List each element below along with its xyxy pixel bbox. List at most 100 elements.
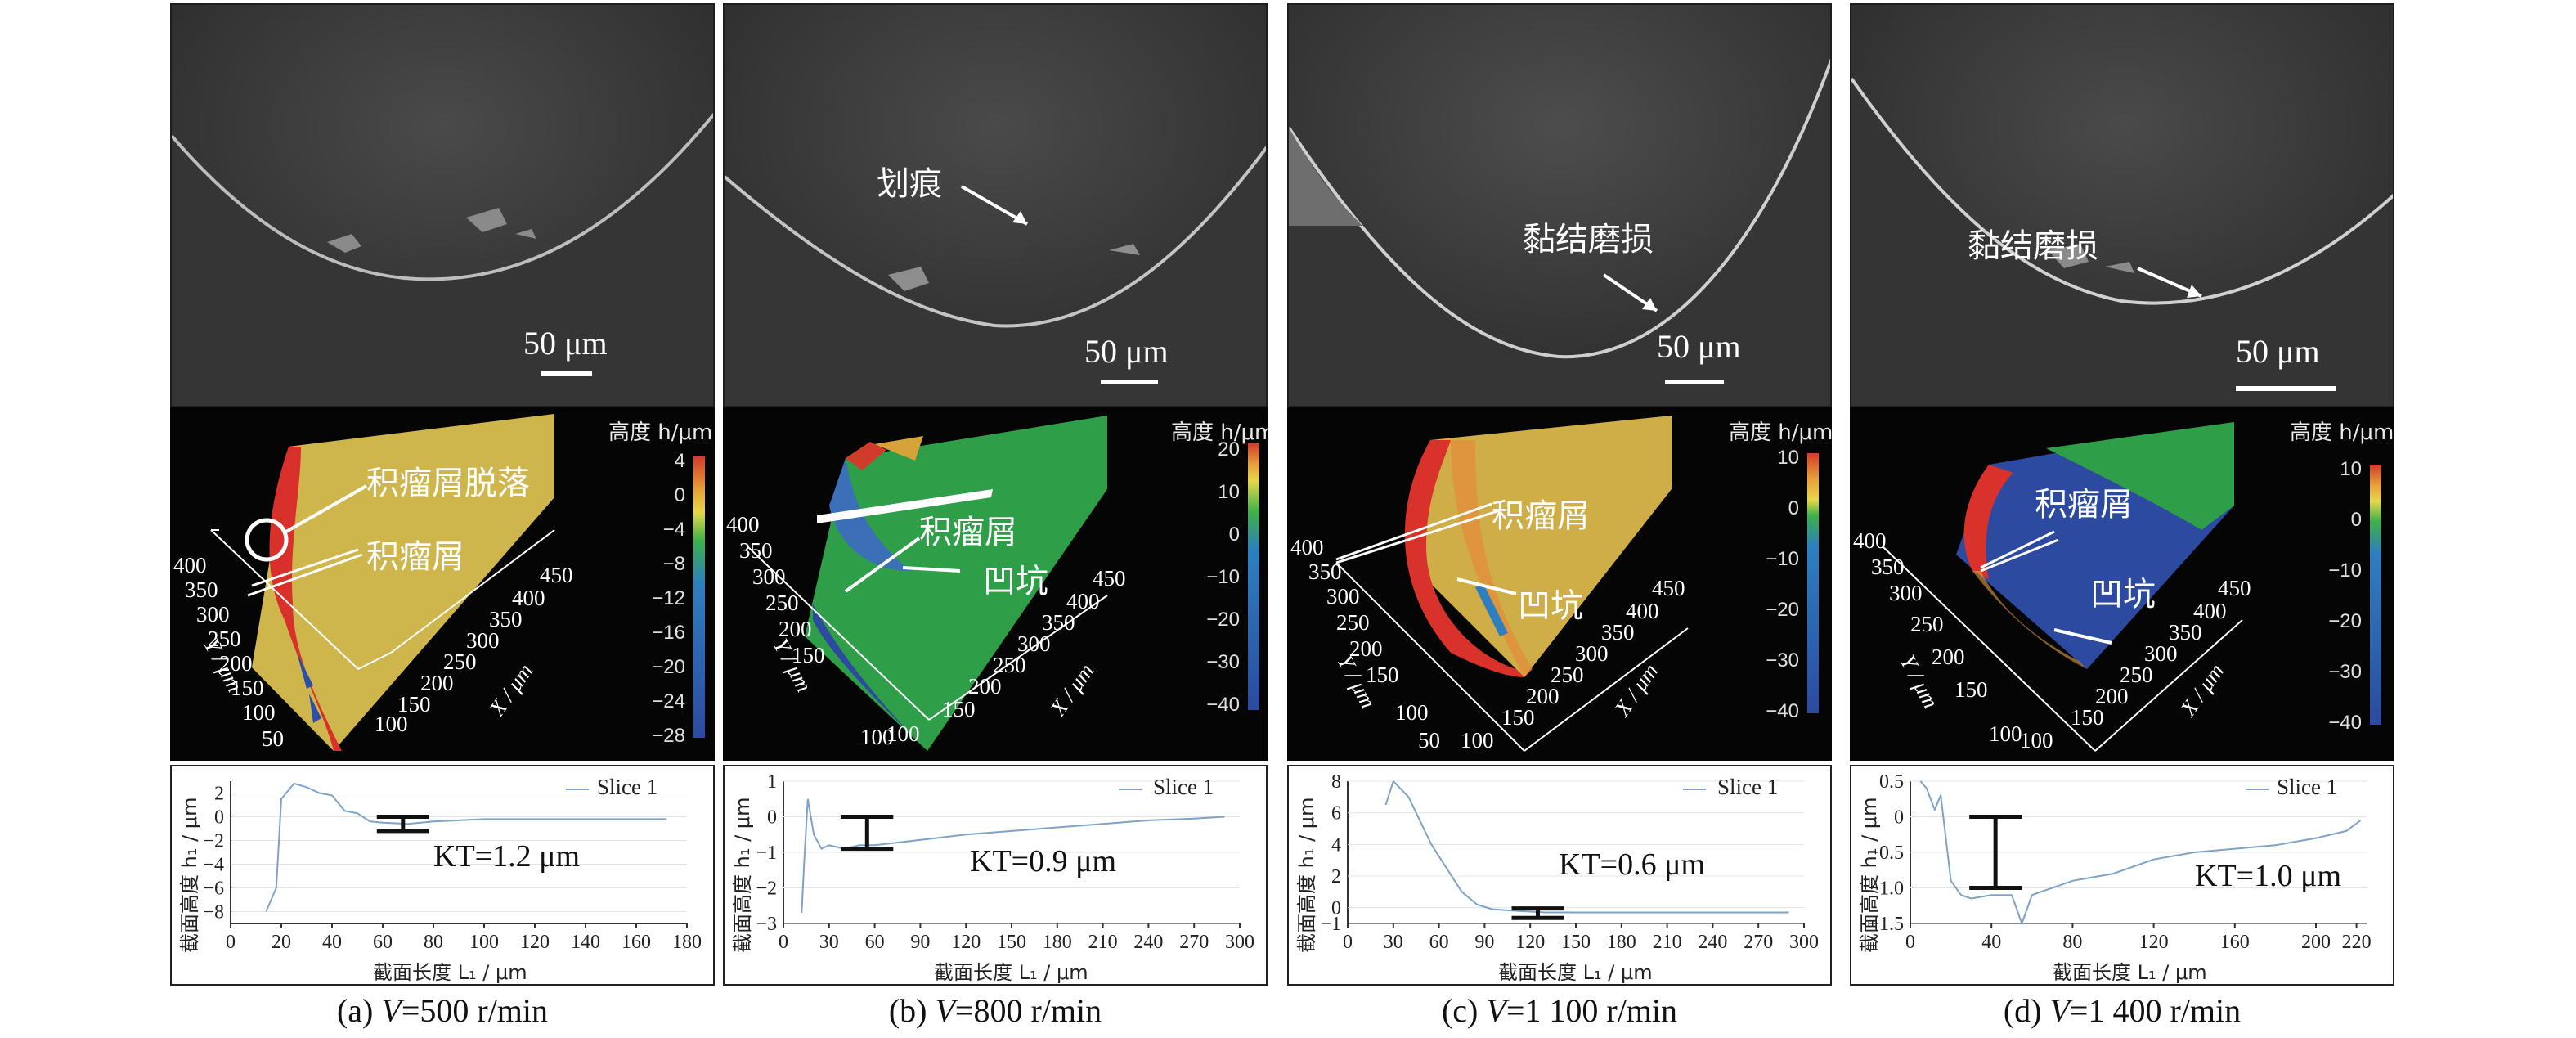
colorbar-tick: 0 xyxy=(1228,523,1240,546)
colorbar-tick: −20 xyxy=(2328,610,2362,632)
profile-chart-a: 2 0 −2 −4 −6 −8 0 20 40 60 80 100 120 140 160 180 截面高度 … xyxy=(170,765,715,986)
y-tick: 100 xyxy=(1395,700,1429,725)
panel-caption: (a) V=500 r/min xyxy=(336,992,549,1029)
panel-b: 划痕 50 μm 积瘤屑 凹坑 400 350 300 250 200 150 … xyxy=(723,0,1268,1038)
scale-bar xyxy=(2236,386,2336,391)
y-tick: 250 xyxy=(1336,610,1370,635)
x-tick: 100 xyxy=(1461,728,1494,753)
y-tick: 300 xyxy=(752,564,786,589)
x-tick-label: 220 xyxy=(2342,932,2372,953)
profile-chart-b: 1 0 −1 −2 −3 0 30 60 90 120 150 180 210 240 270 300 截面高… xyxy=(723,765,1268,986)
x-tick-label: 210 xyxy=(1653,932,1682,953)
x-tick-label: 80 xyxy=(424,932,443,953)
colorbar xyxy=(1807,453,1819,713)
legend-label: Slice 1 xyxy=(1153,775,1214,799)
x-tick-label: 150 xyxy=(997,932,1026,953)
x-tick: 100 xyxy=(375,712,408,736)
y-tick-label: 8 xyxy=(1331,771,1341,793)
x-tick-label: 180 xyxy=(1607,932,1636,953)
y-tick: 100 xyxy=(1989,721,2022,746)
y-tick-label: 2 xyxy=(214,784,224,805)
y-tick: 300 xyxy=(196,602,230,627)
colorbar-tick: −20 xyxy=(652,656,685,678)
y-tick: 200 xyxy=(1932,645,1965,669)
panel-caption: (b) V=800 r/min xyxy=(888,992,1102,1029)
x-tick: 400 xyxy=(1626,599,1659,623)
y-tick-label: −3 xyxy=(756,914,777,935)
x-tick-label: 210 xyxy=(1088,932,1118,953)
x-tick-label: 60 xyxy=(373,932,393,953)
map-label-chip: 积瘤屑 xyxy=(1492,497,1590,535)
map-label-pit: 凹坑 xyxy=(1518,587,1583,625)
y-tick-label: 4 xyxy=(1331,834,1341,856)
colorbar-tick: −30 xyxy=(2328,661,2362,683)
colorbar-tick: −10 xyxy=(1766,548,1799,570)
map-label-pit: 凹坑 xyxy=(983,563,1048,600)
colorbar-tick: −16 xyxy=(652,622,685,644)
colorbar-tick: −10 xyxy=(1206,566,1240,588)
height-map-a: 积瘤屑脱落 积瘤屑 400 350 300 250 200 150 100 50… xyxy=(170,407,715,761)
y-tick-label: 2 xyxy=(1331,866,1341,887)
kt-annotation: KT=0.9 μm xyxy=(970,844,1117,878)
y-tick: 200 xyxy=(219,651,253,676)
y-tick: 100 xyxy=(860,725,894,749)
colorbar-tick: 10 xyxy=(1777,447,1799,469)
series-line-slice-1 xyxy=(1919,780,2362,926)
map-label-chip: 积瘤屑 xyxy=(366,538,464,576)
x-tick-label: 180 xyxy=(672,932,702,953)
height-map-b: 积瘤屑 凹坑 400 350 300 250 200 150 100 Y / μ… xyxy=(723,407,1268,761)
x-tick: 300 xyxy=(1017,631,1051,656)
x-tick: 350 xyxy=(1042,610,1075,635)
colorbar-tick: 0 xyxy=(1788,497,1799,519)
x-tick-label: 40 xyxy=(1981,932,2001,953)
y-tick: 400 xyxy=(1290,535,1324,559)
y-tick: 300 xyxy=(1326,584,1360,609)
colorbar-tick: −28 xyxy=(652,725,685,747)
scale-label: 50 μm xyxy=(523,325,608,362)
x-tick: 450 xyxy=(540,563,573,587)
colorbar xyxy=(1248,443,1259,710)
y-tick-label: 0 xyxy=(767,807,777,829)
colorbar-tick: −40 xyxy=(1766,700,1799,722)
y-tick-label: −6 xyxy=(203,878,224,900)
colorbar-tick: −24 xyxy=(652,690,685,712)
x-tick-label: 40 xyxy=(322,932,342,953)
x-tick: 300 xyxy=(466,628,500,653)
kt-annotation: KT=0.6 μm xyxy=(1559,847,1706,882)
x-tick-label: 240 xyxy=(1133,932,1163,953)
y-tick: 250 xyxy=(1910,612,1944,636)
x-tick: 450 xyxy=(1093,566,1126,591)
x-tick-label: 60 xyxy=(1429,932,1449,953)
x-tick: 150 xyxy=(397,692,431,717)
y-tick: 400 xyxy=(1853,528,1887,553)
y-tick: 300 xyxy=(1889,581,1923,605)
colorbar-tick: 4 xyxy=(674,450,685,472)
colorbar-tick: 0 xyxy=(2350,509,2362,531)
x-tick-label: 270 xyxy=(1744,932,1773,953)
colorbar-tick: 10 xyxy=(2340,458,2362,480)
y-tick-label: −2 xyxy=(203,831,224,852)
y-tick-label: −2 xyxy=(756,878,777,900)
colorbar-tick: 20 xyxy=(1218,438,1240,461)
sem-label-adhesive-wear: 黏结磨损 xyxy=(1523,221,1654,258)
colorbar-title: 高度 h/μm xyxy=(2290,420,2394,445)
scale-label: 50 μm xyxy=(1657,328,1741,365)
x-tick: 400 xyxy=(2193,599,2227,623)
x-tick-label: 90 xyxy=(1474,932,1494,953)
x-tick: 200 xyxy=(968,674,1002,699)
x-tick-label: 0 xyxy=(1343,932,1353,953)
x-tick-label: 60 xyxy=(865,932,885,953)
x-tick: 400 xyxy=(1066,589,1100,613)
map-label-pit: 凹坑 xyxy=(2090,576,2156,613)
colorbar-title: 高度 h/μm xyxy=(608,420,713,445)
x-tick: 100 xyxy=(2020,728,2053,753)
x-tick: 400 xyxy=(512,586,545,610)
colorbar-title: 高度 h/μm xyxy=(1729,420,1832,445)
map-label-chip: 积瘤屑 xyxy=(919,514,1017,551)
x-tick-label: 20 xyxy=(272,932,291,953)
y-tick-label: 0.5 xyxy=(1879,771,1904,793)
x-tick-label: 180 xyxy=(1043,932,1072,953)
x-tick-label: 160 xyxy=(622,932,651,953)
y-tick: 150 xyxy=(1366,663,1399,687)
colorbar-tick: 10 xyxy=(1218,481,1240,503)
